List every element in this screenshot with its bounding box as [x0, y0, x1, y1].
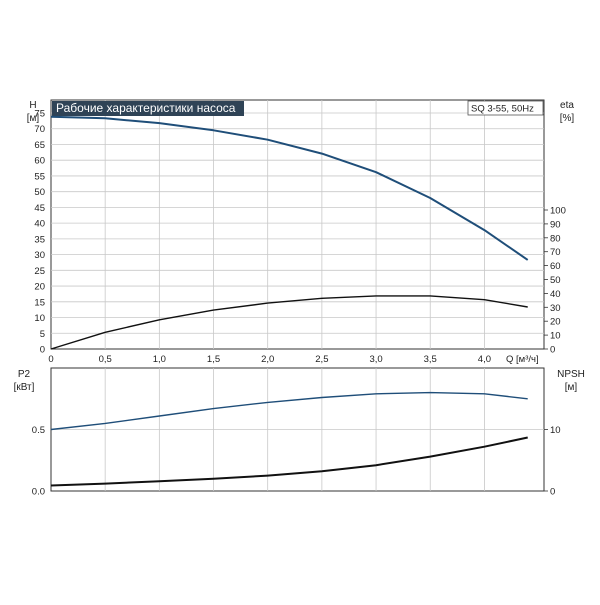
x-tick-label: 2,0: [261, 354, 274, 365]
eta-tick-label: 10: [550, 331, 561, 342]
eta-axis-unit: [%]: [560, 113, 575, 124]
h-tick-label: 50: [34, 187, 45, 198]
h-tick-label: 70: [34, 124, 45, 135]
h-tick-label: 65: [34, 140, 45, 151]
top-panel-frame: [51, 100, 544, 349]
npsh-axis-name: NPSH: [557, 369, 585, 380]
h-tick-label: 75: [34, 109, 45, 120]
x-tick-label: 3,0: [369, 354, 382, 365]
p2-tick-label: 0.0: [32, 487, 45, 498]
eta-tick-label: 30: [550, 303, 561, 314]
h-tick-label: 5: [40, 329, 45, 340]
eta-tick-label: 80: [550, 233, 561, 244]
p2-tick-label: 0.5: [32, 425, 45, 436]
h-tick-label: 55: [34, 171, 45, 182]
npsh-tick-label: 0: [550, 487, 555, 498]
eta-tick-label: 0: [550, 345, 555, 356]
h-tick-label: 45: [34, 203, 45, 214]
x-tick-label: 1,0: [153, 354, 166, 365]
eta-tick-label: 20: [550, 317, 561, 328]
x-tick-label: 0: [48, 354, 53, 365]
p2-axis-name: P2: [18, 369, 31, 380]
x-tick-label: 3,5: [424, 354, 437, 365]
x-axis-label: Q [м³/ч]: [506, 354, 539, 365]
h-tick-label: 25: [34, 266, 45, 277]
h-tick-label: 60: [34, 156, 45, 167]
eta-axis-name: eta: [560, 100, 574, 111]
npsh-tick-label: 10: [550, 425, 561, 436]
x-tick-label: 2,5: [315, 354, 328, 365]
eta-tick-label: 70: [550, 247, 561, 258]
eta-tick-label: 90: [550, 219, 561, 230]
eta-tick-label: 40: [550, 289, 561, 300]
h-tick-label: 10: [34, 313, 45, 324]
h-tick-label: 40: [34, 219, 45, 230]
p2-axis-unit: [кВт]: [14, 382, 35, 393]
eta-tick-label: 100: [550, 206, 566, 217]
model-label: SQ 3-55, 50Hz: [471, 104, 534, 115]
h-tick-label: 30: [34, 250, 45, 261]
eta-tick-label: 50: [550, 275, 561, 286]
h-tick-label: 20: [34, 282, 45, 293]
x-tick-label: 4,0: [478, 354, 491, 365]
h-tick-label: 0: [40, 345, 45, 356]
h-tick-label: 35: [34, 234, 45, 245]
npsh-axis-unit: [м]: [565, 382, 578, 393]
eta-tick-label: 60: [550, 261, 561, 272]
x-tick-label: 0,5: [99, 354, 112, 365]
x-tick-label: 1,5: [207, 354, 220, 365]
chart-title: Рабочие характеристики насоса: [56, 101, 236, 115]
h-tick-label: 15: [34, 297, 45, 308]
